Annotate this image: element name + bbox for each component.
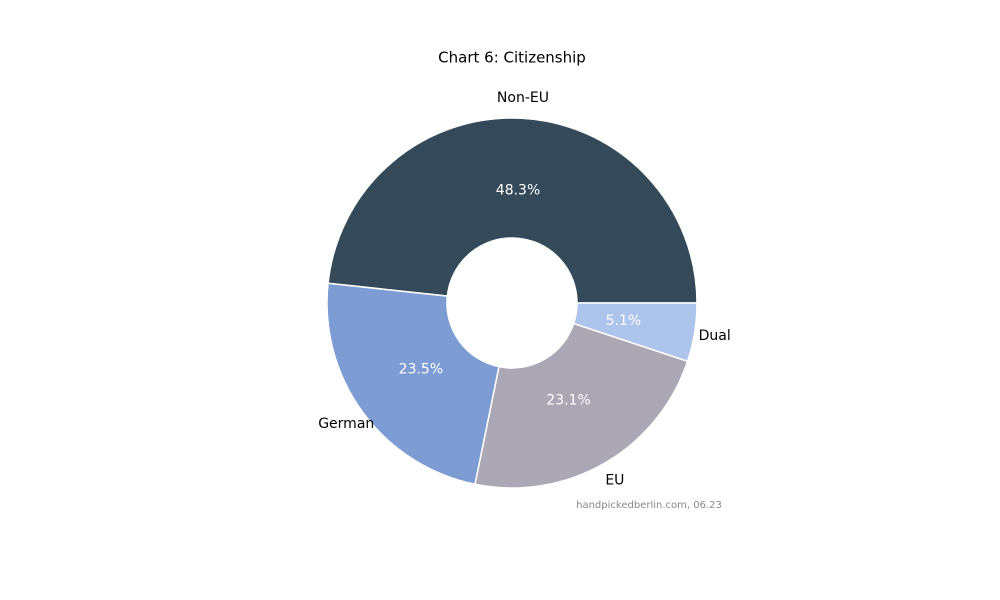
wedge xyxy=(474,322,689,489)
wedge xyxy=(326,282,500,486)
category-label: Dual xyxy=(699,328,731,344)
category-label: EU xyxy=(605,473,624,489)
wedge xyxy=(572,302,698,363)
value-label: 23.1% xyxy=(546,393,590,409)
value-label: 23.5% xyxy=(399,362,443,378)
category-label: Non-EU xyxy=(497,90,549,106)
chart-title: Chart 6: Citizenship xyxy=(438,49,586,67)
value-label: 48.3% xyxy=(496,182,540,198)
category-label: German xyxy=(318,416,374,432)
value-label: 5.1% xyxy=(606,313,642,329)
wedge xyxy=(327,117,698,304)
annotation: handpickedberlin.com, 06.23 xyxy=(576,500,722,511)
